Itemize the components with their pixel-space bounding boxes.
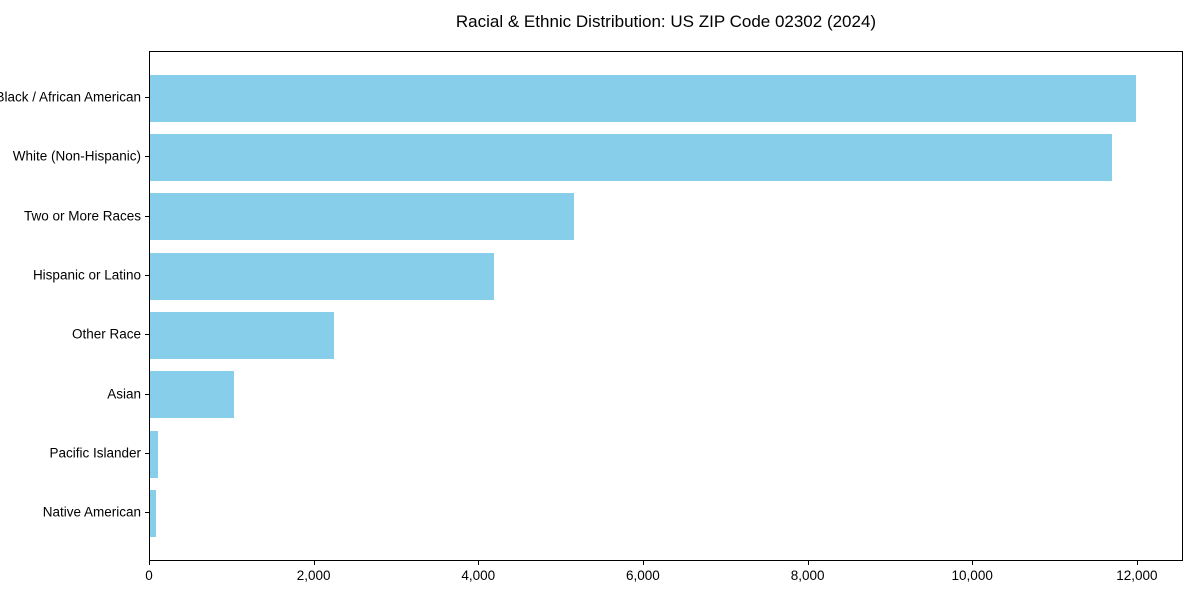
y-tick-label: Black / African American: [0, 89, 141, 105]
x-tick-mark: [478, 561, 480, 565]
y-tick-mark: [145, 156, 149, 158]
x-tick-label: 10,000: [951, 568, 993, 583]
x-tick-mark: [642, 561, 644, 565]
bar-asian: [150, 371, 234, 419]
bar-other-race: [150, 311, 334, 359]
x-tick-label: 6,000: [625, 568, 660, 583]
bar-two-or-more-races: [150, 193, 574, 241]
x-tick-label: 0: [145, 568, 153, 583]
y-tick-mark: [145, 215, 149, 217]
plot-area: [149, 51, 1183, 561]
x-tick-mark: [807, 561, 809, 565]
y-tick-label: Two or More Races: [23, 208, 141, 224]
chart-title: Racial & Ethnic Distribution: US ZIP Cod…: [455, 12, 877, 31]
x-tick-mark: [313, 561, 315, 565]
x-tick-mark: [972, 561, 974, 565]
y-tick-label: Hispanic or Latino: [32, 267, 141, 283]
y-tick-label: Native American: [42, 504, 141, 520]
x-tick-mark: [149, 561, 150, 565]
x-tick-label: 12,000: [1116, 568, 1158, 583]
y-tick-label: White (Non-Hispanic): [12, 148, 141, 164]
bar-hispanic-or-latino: [150, 252, 495, 300]
y-tick-mark: [145, 393, 149, 395]
x-tick-label: 4,000: [461, 568, 496, 583]
y-tick-label: Other Race: [71, 326, 141, 342]
bar-black-african-american: [150, 74, 1137, 122]
bar-native-american: [150, 489, 157, 537]
y-tick-mark: [145, 453, 149, 455]
y-tick-mark: [145, 275, 149, 277]
x-tick-mark: [1136, 561, 1138, 565]
y-tick-mark: [145, 97, 149, 98]
bar-pacific-islander: [150, 430, 159, 478]
y-tick-label: Pacific Islander: [49, 445, 141, 461]
y-tick-mark: [145, 334, 149, 336]
y-tick-label: Asian: [107, 386, 141, 402]
bar-white-non-hispanic: [150, 133, 1112, 181]
x-tick-label: 2,000: [296, 568, 331, 583]
y-tick-mark: [145, 512, 149, 514]
x-tick-label: 8,000: [790, 568, 825, 583]
